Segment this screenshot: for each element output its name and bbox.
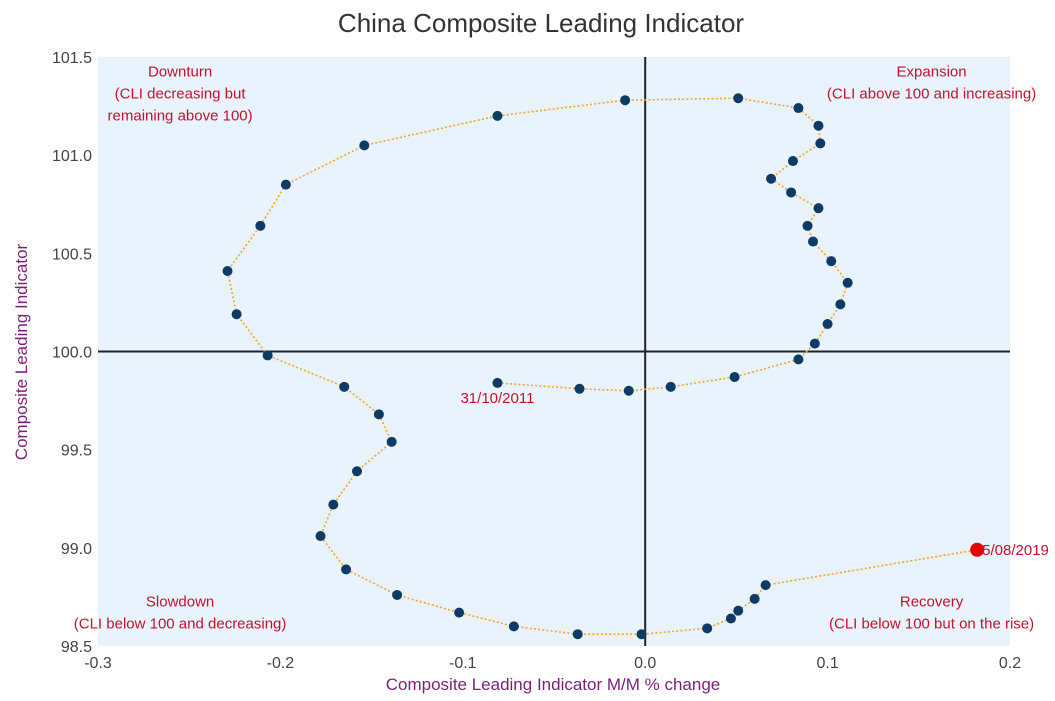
data-point — [813, 203, 824, 214]
data-point — [339, 381, 350, 392]
x-tick-label: -0.3 — [84, 655, 112, 672]
data-point — [786, 187, 797, 198]
y-axis-ticks: 98.5 99.0 99.5 100.0 100.5 101.0 101.5 — [52, 50, 92, 656]
point-label: 5/08/2019 — [982, 542, 1049, 559]
data-point — [842, 277, 853, 288]
y-tick-label: 101.5 — [52, 50, 92, 67]
y-tick-label: 98.5 — [61, 639, 92, 656]
data-point — [386, 436, 397, 447]
data-point — [392, 589, 403, 600]
data-point — [822, 319, 833, 330]
y-axis-title: Composite Leading Indicator — [12, 243, 31, 460]
data-point — [231, 309, 242, 320]
data-point — [454, 607, 465, 618]
data-point — [492, 377, 503, 388]
data-point — [835, 299, 846, 310]
point-label: 31/10/2011 — [460, 390, 534, 407]
data-point — [793, 103, 804, 114]
chart-title: China Composite Leading Indicator — [338, 8, 744, 38]
x-tick-label: 0.2 — [999, 655, 1021, 672]
data-point — [373, 409, 384, 420]
x-tick-label: -0.1 — [449, 655, 477, 672]
data-point — [808, 236, 819, 247]
data-point — [665, 381, 676, 392]
reference-lines — [98, 57, 1010, 646]
data-point — [315, 531, 326, 542]
data-point — [787, 156, 798, 167]
data-point — [733, 605, 744, 616]
data-point — [359, 140, 370, 151]
quadrant-annotation: Recovery (CLI below 100 but on the rise) — [829, 594, 1034, 633]
data-point — [636, 629, 647, 640]
data-point — [623, 385, 634, 396]
y-tick-label: 100.5 — [52, 246, 92, 263]
data-points — [222, 93, 985, 640]
data-point — [826, 256, 837, 267]
data-point — [725, 613, 736, 624]
y-tick-label: 99.5 — [61, 443, 92, 460]
data-point — [815, 138, 826, 149]
x-axis-title: Composite Leading Indicator M/M % change — [386, 675, 721, 694]
data-point — [262, 350, 273, 361]
data-point — [620, 95, 631, 106]
data-point — [729, 372, 740, 383]
data-point — [222, 266, 233, 277]
data-point — [733, 93, 744, 104]
data-point — [809, 338, 820, 349]
quadrant-annotations: Downturn (CLI decreasing but remaining abo… — [74, 64, 1036, 633]
x-axis-ticks: -0.3 -0.2 -0.1 0.0 0.1 0.2 — [84, 655, 1021, 672]
data-point — [574, 383, 585, 394]
y-tick-label: 99.0 — [61, 541, 92, 558]
x-tick-label: -0.2 — [267, 655, 295, 672]
data-point — [793, 354, 804, 365]
data-point — [802, 220, 813, 231]
quadrant-annotation: Downturn (CLI decreasing but remaining abo… — [108, 64, 253, 125]
data-point — [572, 629, 583, 640]
y-tick-label: 101.0 — [52, 148, 92, 165]
data-point — [508, 621, 519, 632]
data-point — [328, 499, 339, 510]
y-tick-label: 100.0 — [52, 345, 92, 362]
data-point — [702, 623, 713, 634]
data-point — [280, 179, 291, 190]
data-point — [352, 466, 363, 477]
quadrant-annotation: Slowdown (CLI below 100 and decreasing) — [74, 594, 287, 633]
x-tick-label: 0.0 — [634, 655, 656, 672]
data-point — [766, 173, 777, 184]
quadrant-annotation: Expansion (CLI above 100 and increasing) — [827, 64, 1036, 103]
data-point — [760, 580, 771, 591]
data-point — [492, 110, 503, 121]
x-tick-label: 0.1 — [816, 655, 838, 672]
data-point — [341, 564, 352, 575]
point-labels: 31/10/2011 5/08/2019 — [460, 390, 1048, 559]
data-point — [749, 593, 760, 604]
data-point — [813, 120, 824, 131]
latest-data-point — [970, 542, 985, 557]
data-point — [255, 220, 266, 231]
